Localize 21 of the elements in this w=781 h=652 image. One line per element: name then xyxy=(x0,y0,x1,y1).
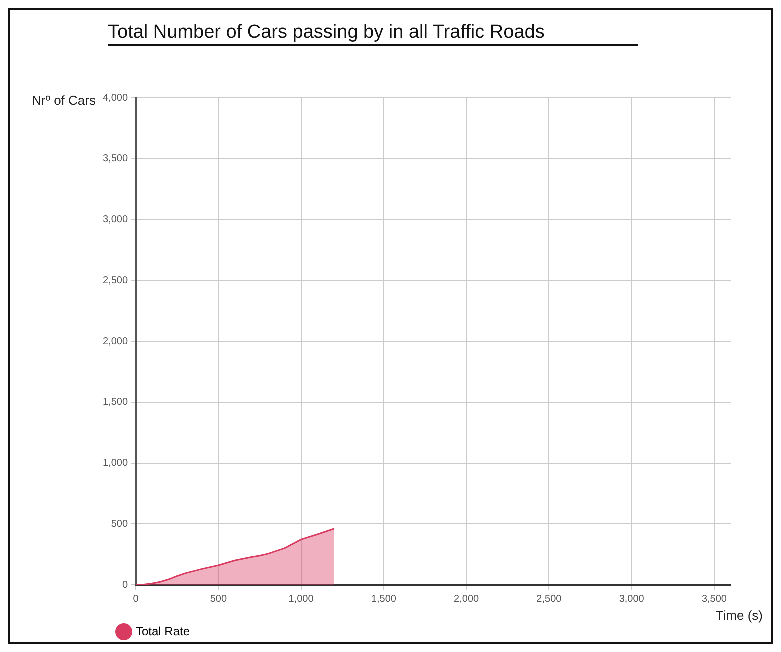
x-tick-label: 1,000 xyxy=(288,594,314,605)
chart-title: Total Number of Cars passing by in all Traffic Roads xyxy=(108,22,638,46)
x-tick-label: 2,500 xyxy=(536,594,562,605)
y-tick-label: 4,000 xyxy=(102,92,128,104)
legend-label: Total Rate xyxy=(136,624,190,638)
x-tick-label: 1,500 xyxy=(371,594,397,605)
y-tick-label: 3,500 xyxy=(102,154,128,165)
y-tick-label: 1,500 xyxy=(102,397,128,408)
y-tick-label: 3,000 xyxy=(102,214,128,226)
x-tick-label: 2,000 xyxy=(454,594,480,605)
x-tick-label: 3,000 xyxy=(619,594,645,605)
y-tick-label: 2,000 xyxy=(102,336,128,348)
y-axis-title: Nrº of Cars xyxy=(32,93,96,108)
x-tick-label: 500 xyxy=(210,594,228,605)
x-axis-title: Time (s) xyxy=(716,608,763,623)
y-tick-label: 2,500 xyxy=(102,275,128,286)
y-tick-label: 0 xyxy=(122,580,128,591)
x-tick-label: 0 xyxy=(133,594,140,605)
y-tick-label: 500 xyxy=(111,518,128,530)
y-tick-label: 1,000 xyxy=(102,458,128,469)
x-tick-label: 3,500 xyxy=(702,594,728,605)
